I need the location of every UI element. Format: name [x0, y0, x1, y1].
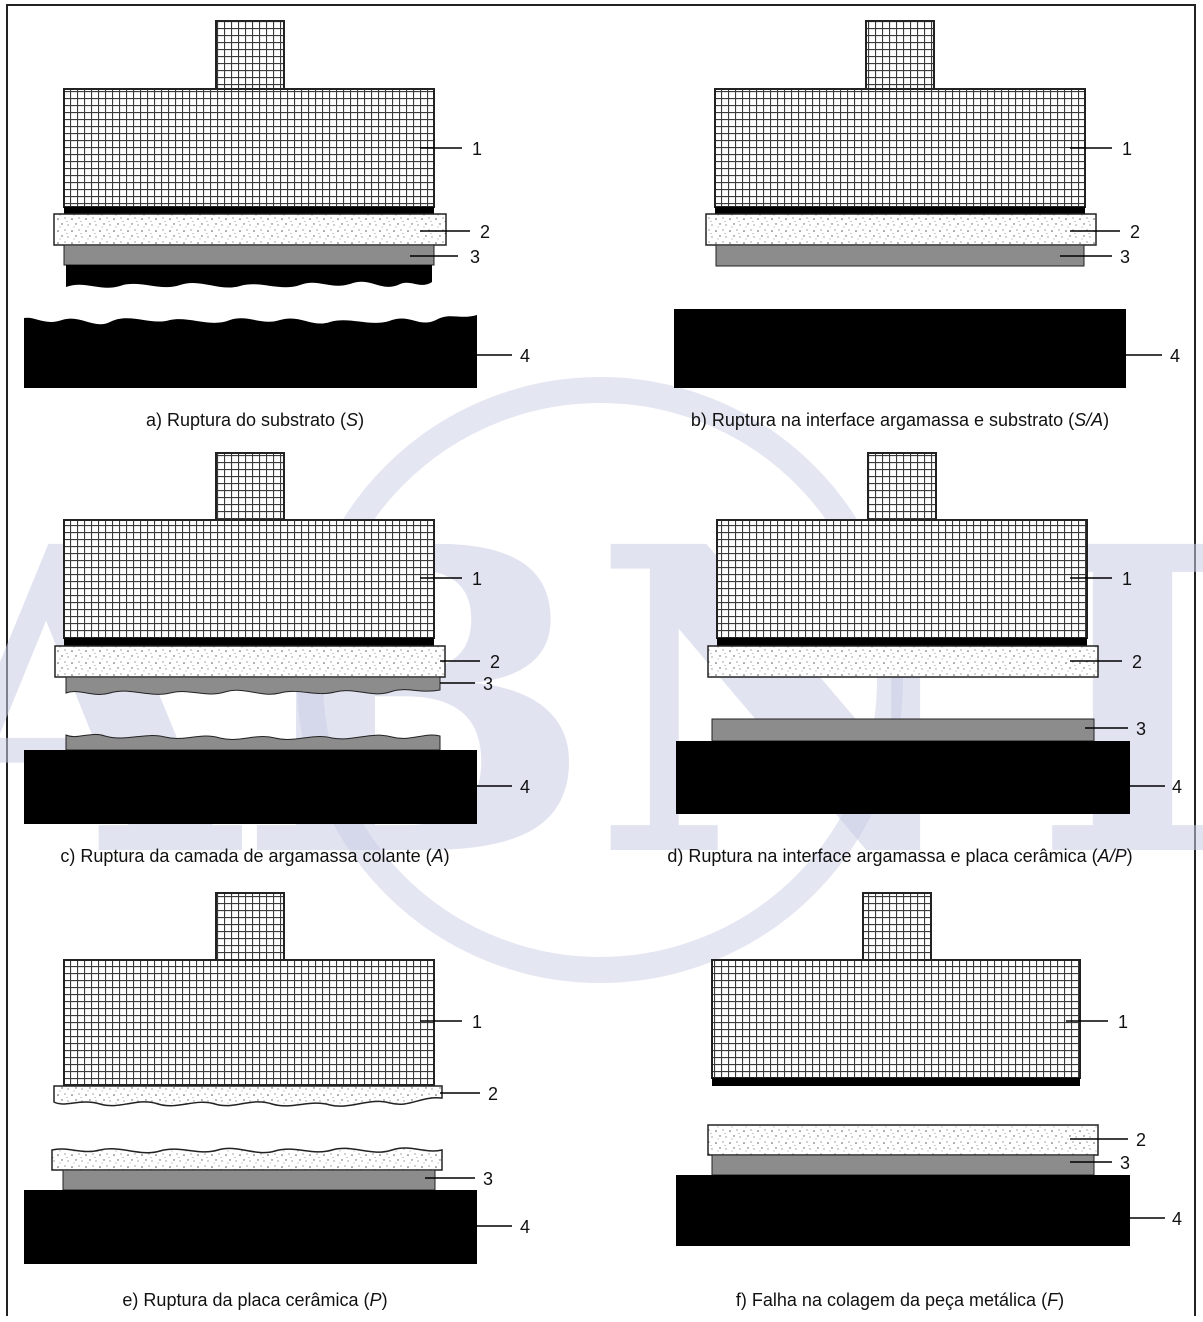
panel-b: 1 2 3 4 b) Ruptura na interface argamass… — [674, 20, 1180, 430]
panel-c: 1 2 3 4 c) Ruptura da camada de argamass… — [24, 452, 530, 866]
label-3: 3 — [1136, 719, 1146, 739]
substrate-4 — [676, 1175, 1130, 1246]
mortar-fragment-top — [65, 676, 441, 695]
metal-piece-1 — [716, 519, 1088, 639]
mortar-layer-2 — [53, 213, 447, 246]
metal-piece-stem — [215, 452, 285, 521]
label-4: 4 — [520, 1217, 530, 1237]
label-1: 1 — [472, 139, 482, 159]
metal-piece-stem — [215, 20, 285, 90]
ceramic-tile-3 — [715, 244, 1085, 267]
mortar-fragment-bottom — [65, 733, 441, 751]
mortar-layer-2 — [51, 1147, 443, 1171]
metal-piece-1 — [714, 88, 1086, 208]
label-1: 1 — [1122, 569, 1132, 589]
label-3: 3 — [1120, 247, 1130, 267]
glue-line — [717, 638, 1087, 646]
label-4: 4 — [1170, 346, 1180, 366]
panel-a: 1 2 3 4 a) Ruptura do substrato (S) — [24, 20, 530, 430]
caption-f: f) Falha na colagem da peça metálica (F) — [736, 1290, 1064, 1310]
caption-e: e) Ruptura da placa cerâmica (P) — [122, 1290, 387, 1310]
substrate-fragment — [66, 265, 432, 288]
ceramic-tile-3 — [711, 718, 1095, 742]
label-2: 2 — [1136, 1130, 1146, 1150]
label-2: 2 — [1130, 222, 1140, 242]
metal-piece-stem — [862, 892, 932, 961]
caption-d: d) Ruptura na interface argamassa e plac… — [667, 846, 1132, 866]
label-1: 1 — [472, 1012, 482, 1032]
glue-line — [715, 207, 1085, 214]
ceramic-tile-3 — [711, 1154, 1095, 1176]
caption-a: a) Ruptura do substrato (S) — [146, 410, 364, 430]
caption-b: b) Ruptura na interface argamassa e subs… — [691, 410, 1109, 430]
metal-piece-stem — [867, 452, 937, 521]
label-3: 3 — [483, 1169, 493, 1189]
metal-piece-1 — [711, 959, 1081, 1079]
mortar-layer-2 — [707, 1124, 1099, 1156]
panel-d: 1 2 3 4 d) Ruptura na interface argamass… — [667, 452, 1182, 866]
label-4: 4 — [520, 346, 530, 366]
metal-piece-1 — [63, 88, 435, 208]
caption-c: c) Ruptura da camada de argamassa colant… — [60, 846, 449, 866]
panel-f: 1 2 3 4 f) Falha na colagem da peça metá… — [676, 892, 1182, 1310]
mortar-fragment-top-2 — [53, 1085, 443, 1107]
substrate-4 — [24, 750, 477, 824]
substrate-4 — [24, 1190, 477, 1264]
mortar-layer-2 — [705, 213, 1097, 246]
label-4: 4 — [1172, 777, 1182, 797]
figure-frame — [6, 4, 1196, 1316]
mortar-layer-2 — [707, 645, 1099, 678]
glue-line — [712, 1078, 1080, 1086]
substrate-4 — [676, 741, 1130, 814]
label-4: 4 — [520, 777, 530, 797]
glue-line — [64, 207, 434, 214]
label-4: 4 — [1172, 1209, 1182, 1229]
metal-piece-1 — [63, 519, 435, 639]
label-3: 3 — [470, 247, 480, 267]
substrate-4 — [674, 309, 1126, 388]
label-1: 1 — [1118, 1012, 1128, 1032]
metal-piece-stem — [215, 892, 285, 961]
ceramic-tile-3 — [62, 1169, 436, 1191]
label-1: 1 — [1122, 139, 1132, 159]
label-3: 3 — [483, 674, 493, 694]
label-2: 2 — [480, 222, 490, 242]
metal-piece-stem — [865, 20, 935, 90]
label-1: 1 — [472, 569, 482, 589]
label-2: 2 — [490, 652, 500, 672]
label-3: 3 — [1120, 1153, 1130, 1173]
label-2: 2 — [1132, 652, 1142, 672]
ceramic-tile-3 — [63, 244, 435, 266]
mortar-layer-2 — [54, 645, 446, 678]
substrate-4 — [24, 315, 477, 388]
metal-piece-1 — [63, 959, 435, 1086]
panel-e: 1 2 3 4 e) Ruptura da placa cerâmica (P) — [24, 892, 530, 1310]
glue-line — [64, 638, 434, 646]
label-2: 2 — [488, 1084, 498, 1104]
